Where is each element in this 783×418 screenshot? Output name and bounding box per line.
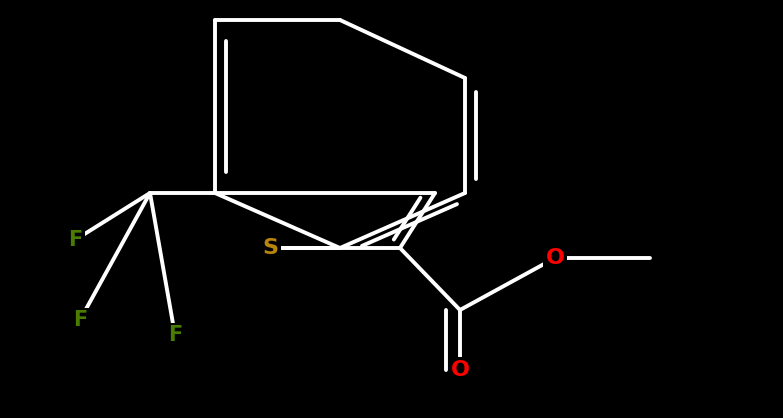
Text: S: S [262,238,278,258]
Text: O: O [546,248,565,268]
Text: F: F [168,325,182,345]
Text: F: F [68,230,82,250]
Text: F: F [73,310,87,330]
Text: O: O [450,360,470,380]
